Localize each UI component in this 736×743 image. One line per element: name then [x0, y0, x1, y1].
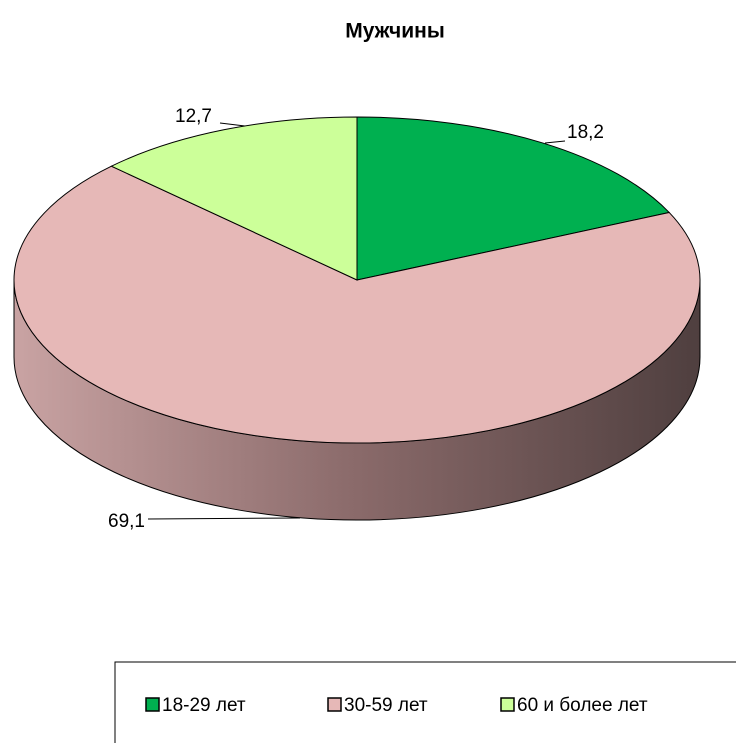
legend-label: 18-29 лет — [162, 695, 246, 716]
leader-line — [147, 517, 301, 520]
slice — [13, 165, 701, 444]
legend-swatch — [327, 697, 342, 712]
legend-label: 30-59 лет — [344, 695, 428, 716]
data-label: 12,7 — [175, 106, 212, 127]
chart-title: Мужчины — [345, 20, 445, 43]
legend-box — [114, 661, 736, 743]
legend-swatch — [500, 697, 515, 712]
slice — [356, 116, 671, 281]
data-label: 69,1 — [108, 511, 145, 532]
legend-swatch — [145, 697, 160, 712]
slice — [110, 116, 358, 281]
data-label: 18,2 — [567, 122, 604, 143]
legend-label: 60 и более лет — [517, 695, 648, 716]
leader-line — [219, 122, 246, 127]
leader-line — [544, 140, 566, 144]
